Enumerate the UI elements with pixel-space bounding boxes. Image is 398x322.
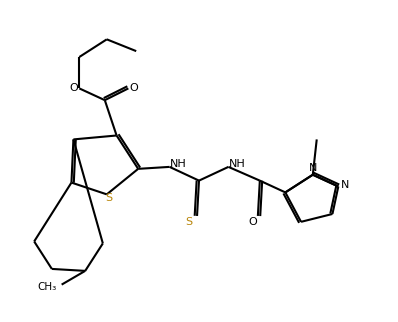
Text: CH₃: CH₃	[37, 281, 57, 292]
Text: N: N	[341, 180, 349, 190]
Text: NH: NH	[229, 159, 246, 169]
Text: O: O	[70, 83, 78, 93]
Text: NH: NH	[170, 159, 187, 169]
Text: N: N	[308, 163, 317, 173]
Text: S: S	[105, 193, 112, 203]
Text: O: O	[249, 217, 258, 227]
Text: O: O	[129, 83, 138, 93]
Text: S: S	[185, 217, 193, 227]
